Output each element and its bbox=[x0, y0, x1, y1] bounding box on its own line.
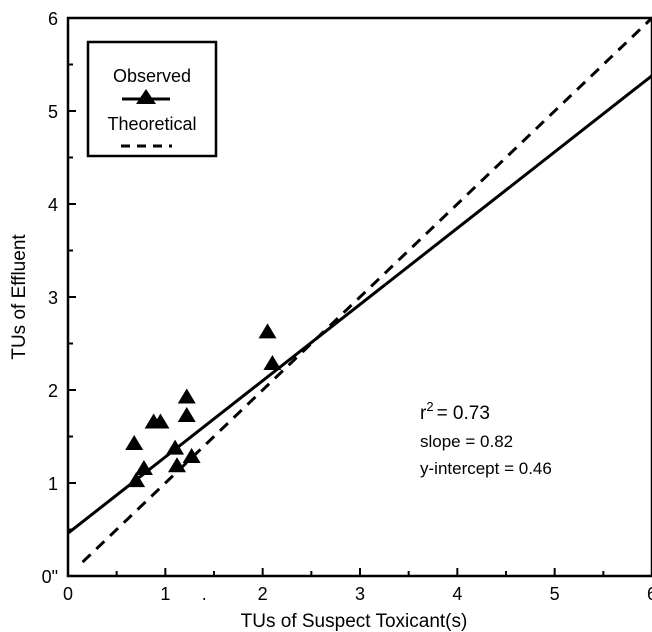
observed-data-point bbox=[125, 434, 144, 450]
x-tick-label: 4 bbox=[452, 584, 462, 604]
x-tick-label: 1 bbox=[160, 584, 170, 604]
x-axis-title: TUs of Suspect Toxicant(s) bbox=[241, 611, 468, 632]
intercept-label: y-intercept = 0.46 bbox=[420, 459, 552, 478]
y-tick-label: 3 bbox=[48, 288, 58, 308]
regression-lines bbox=[67, 16, 652, 564]
x-tick-label: . bbox=[202, 584, 207, 604]
y-tick-label: 5 bbox=[48, 102, 58, 122]
y-tick-label: 1 bbox=[48, 474, 58, 494]
observed-data-point bbox=[258, 323, 277, 339]
slope-label: slope = 0.82 bbox=[420, 432, 513, 451]
observed-data-point bbox=[177, 407, 196, 423]
theoretical-line bbox=[81, 16, 652, 564]
observed-fit-line bbox=[67, 74, 652, 535]
x-tick-label: 6 bbox=[647, 584, 652, 604]
observed-data-point bbox=[177, 388, 196, 404]
x-tick-label: 3 bbox=[355, 584, 365, 604]
observed-data-point bbox=[127, 472, 146, 488]
y-tick-labels: 0" 1 2 3 4 5 6 bbox=[42, 9, 58, 587]
legend-label-theoretical: Theoretical bbox=[107, 114, 196, 134]
observed-data-point bbox=[168, 457, 187, 473]
y-tick-label: 0" bbox=[42, 567, 58, 587]
observed-data-point bbox=[166, 439, 185, 455]
y-tick-label: 2 bbox=[48, 381, 58, 401]
x-tick-labels: 0 1. 2 3 4 5 6 bbox=[63, 584, 652, 604]
y-axis-title: TUs of Effluent bbox=[9, 234, 30, 360]
x-tick-label: 0 bbox=[63, 584, 73, 604]
legend: Observed Theoretical bbox=[86, 40, 218, 158]
axis-ticks bbox=[67, 17, 652, 577]
legend-label-observed: Observed bbox=[113, 66, 191, 86]
observed-points bbox=[125, 323, 282, 488]
y-tick-label: 4 bbox=[48, 195, 58, 215]
y-tick-label: 6 bbox=[48, 9, 58, 29]
x-tick-label: 5 bbox=[550, 584, 560, 604]
x-tick-label: 2 bbox=[258, 584, 268, 604]
observed-data-point bbox=[263, 354, 282, 370]
r-squared-label: r2 = 0.73 bbox=[420, 399, 490, 424]
observed-data-point bbox=[151, 413, 170, 429]
observed-data-point bbox=[182, 447, 201, 463]
stats-annotation: r2 = 0.73 slope = 0.82 y-intercept = 0.46 bbox=[420, 399, 552, 478]
observed-data-point bbox=[134, 460, 153, 476]
legend-triangle-marker bbox=[136, 89, 156, 104]
